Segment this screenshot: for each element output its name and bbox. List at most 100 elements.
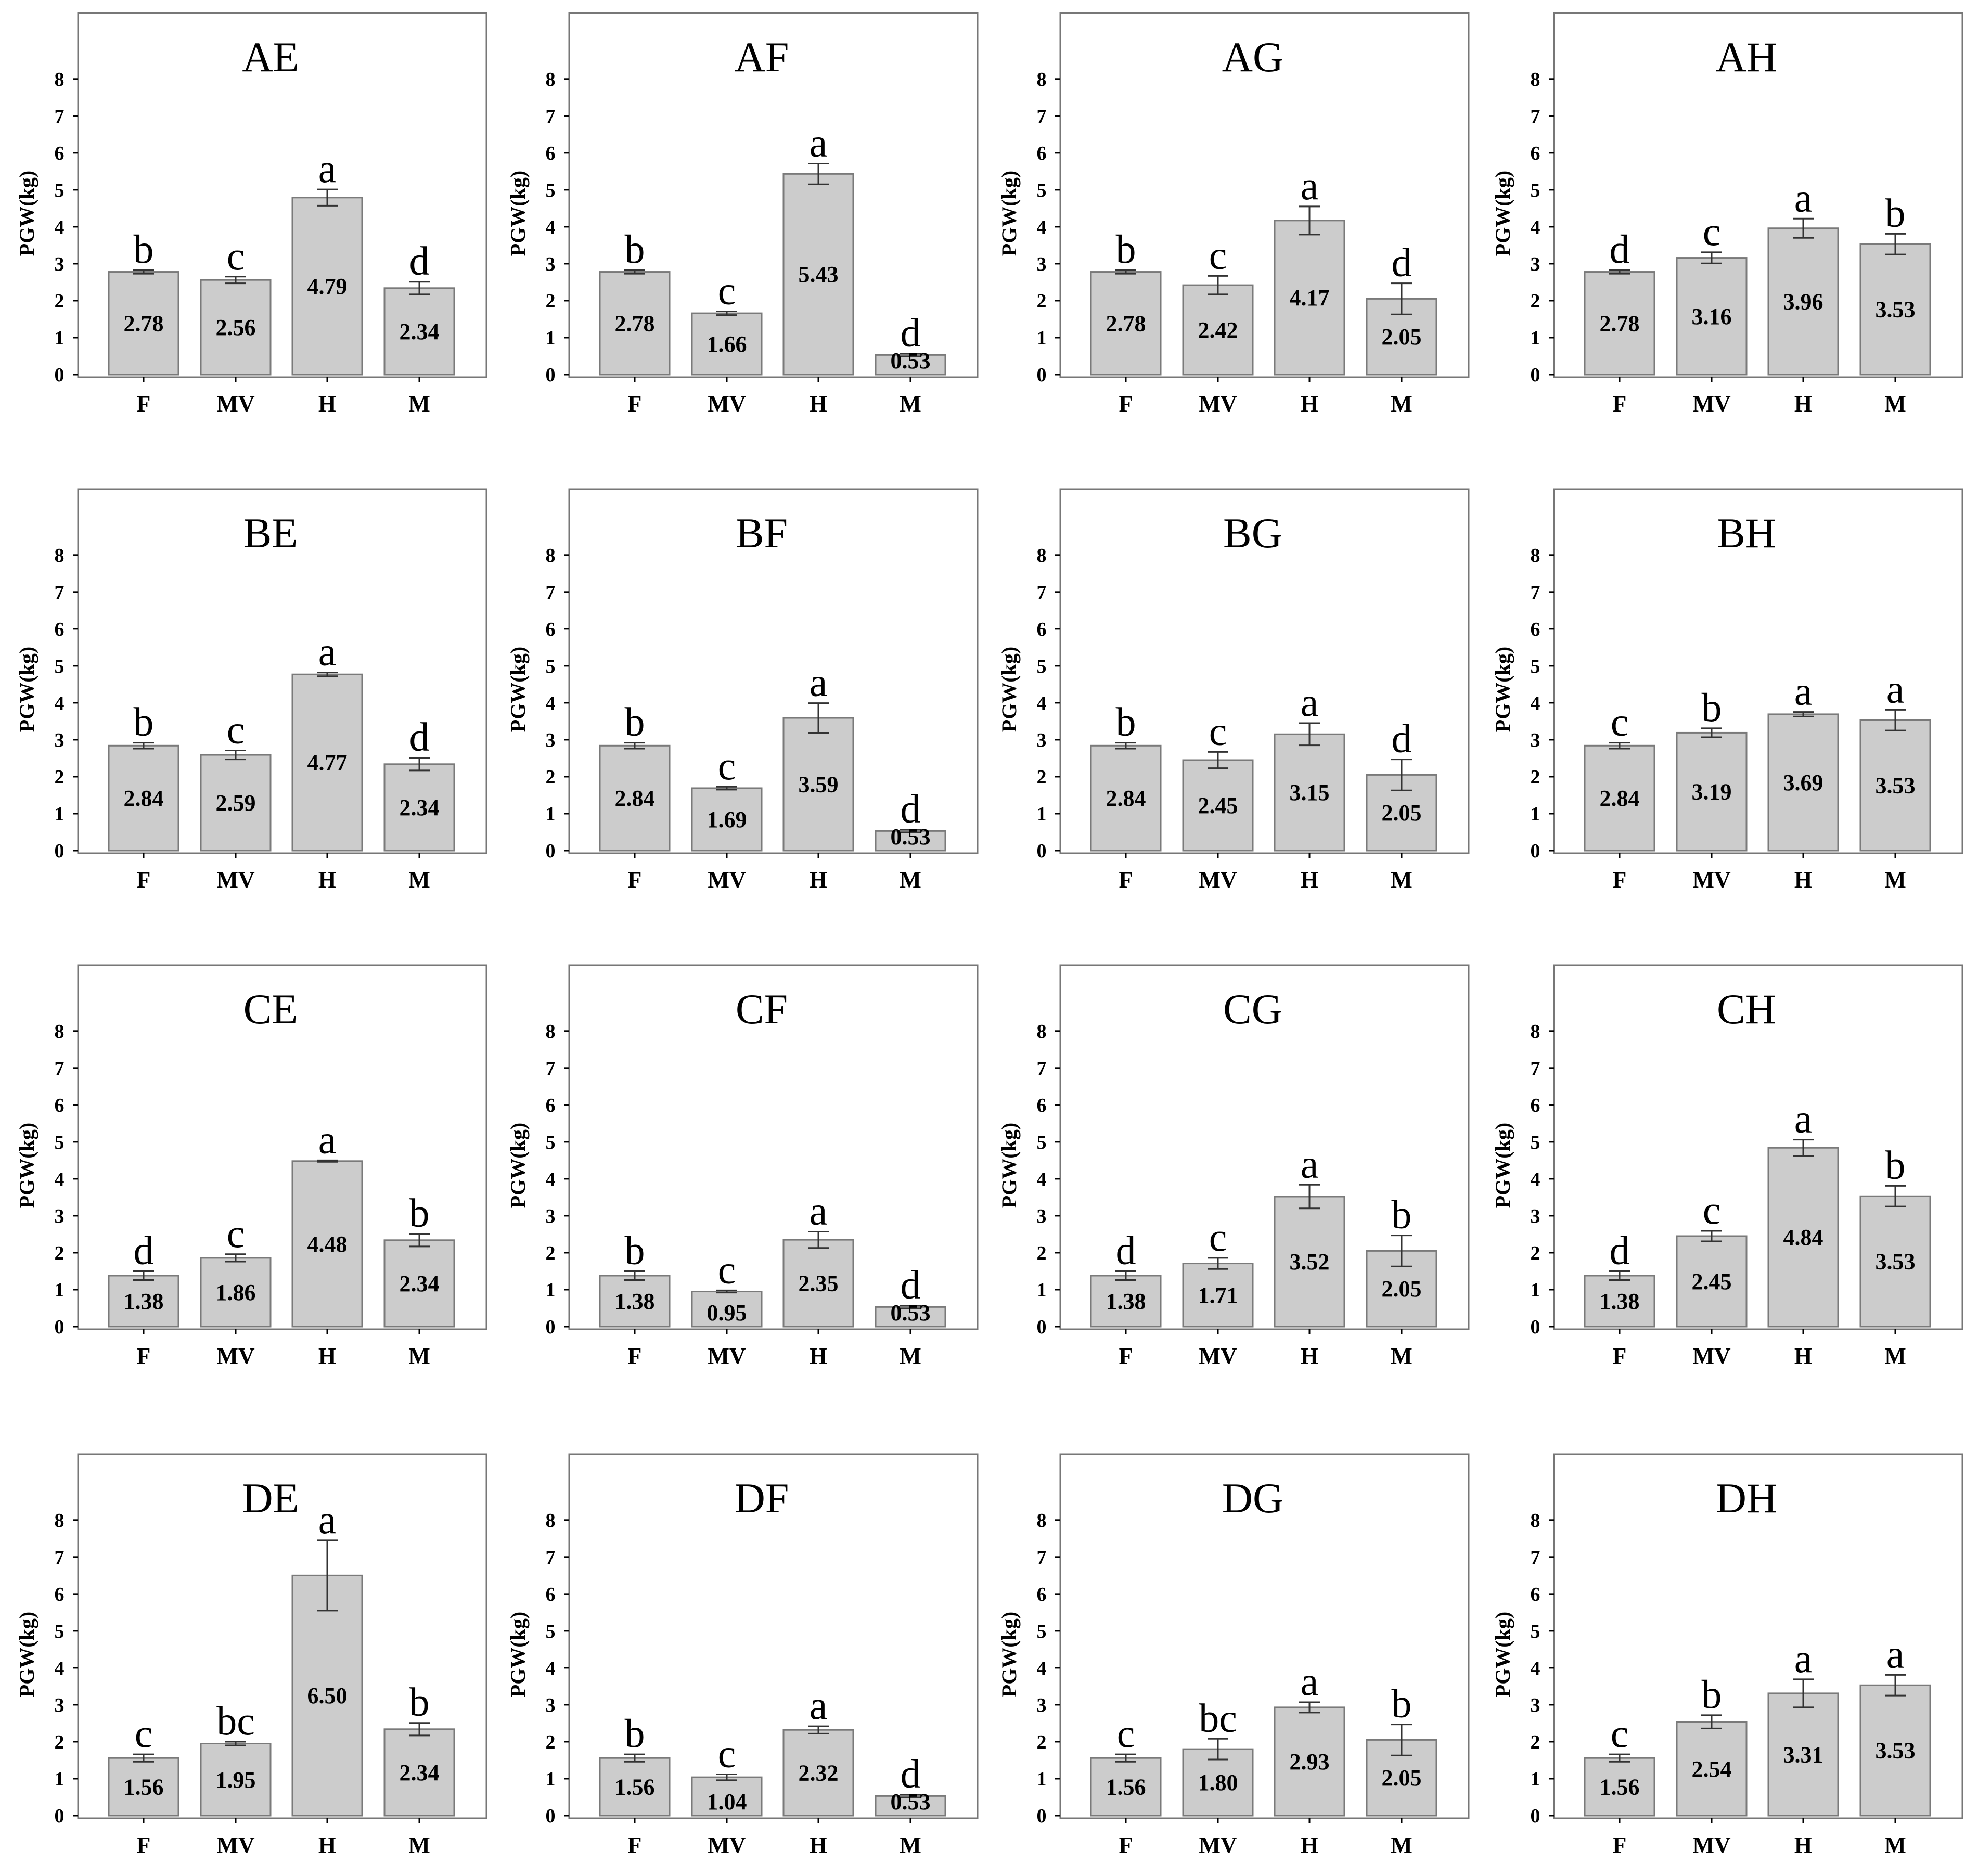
data-label: 2.34	[400, 319, 440, 344]
y-axis-label: PGW(kg)	[1491, 1123, 1514, 1208]
y-tick-label: 8	[546, 1510, 556, 1532]
y-tick-label: 5	[546, 1132, 556, 1153]
x-tick-label: F	[628, 1343, 642, 1369]
data-label: 3.31	[1783, 1742, 1823, 1767]
x-tick-label: H	[318, 867, 336, 893]
y-tick-label: 1	[1037, 1768, 1047, 1790]
y-tick-label: 3	[1037, 1205, 1047, 1227]
bar	[1090, 1275, 1162, 1328]
y-tick-label: 4	[546, 216, 556, 238]
y-tick-label: 1	[1037, 1279, 1047, 1301]
chart-panel-ah: AH 0 1 2 3 4 5 6 7 8 PGW(kg) 2.78 d F 3.16 c MV 3.96 a H 3.5…	[1491, 12, 1963, 417]
chart-panel-af: AF 0 1 2 3 4 5 6 7 8 PGW(kg) 2.78 b F 1.66 c MV 5.43 a H 0.5…	[506, 12, 979, 417]
data-label: 3.59	[799, 772, 839, 798]
y-tick-label: 6	[1531, 1095, 1540, 1116]
significance-letter: b	[134, 226, 154, 272]
bar	[1584, 1275, 1655, 1328]
data-label: 2.78	[124, 311, 164, 336]
data-label: 4.79	[307, 274, 348, 299]
x-tick-label: M	[1391, 1832, 1412, 1858]
bar	[782, 173, 854, 376]
x-tick-label: M	[900, 867, 921, 893]
x-tick-label: MV	[1692, 867, 1731, 893]
bar	[1182, 284, 1254, 376]
y-tick-label: 2	[55, 290, 65, 312]
significance-letter: c	[718, 743, 736, 788]
bar	[1274, 220, 1345, 376]
x-tick-label: MV	[1199, 391, 1237, 417]
data-label: 3.53	[1876, 1738, 1916, 1764]
y-axis-label: PGW(kg)	[1491, 647, 1514, 732]
y-tick-label: 6	[55, 143, 65, 164]
y-tick-label: 0	[55, 364, 65, 386]
significance-letter: c	[1611, 699, 1629, 744]
y-tick-label: 5	[55, 179, 65, 201]
x-tick-label: H	[810, 867, 827, 893]
chart-title: CE	[243, 985, 298, 1033]
significance-letter: c	[227, 233, 245, 278]
chart-title: CG	[1223, 985, 1282, 1033]
bar	[383, 1239, 455, 1328]
x-tick-label: F	[137, 1832, 151, 1858]
bar	[1767, 713, 1839, 852]
y-tick-label: 2	[1531, 1731, 1540, 1753]
chart-title: AE	[242, 33, 299, 81]
y-tick-label: 3	[1531, 1205, 1540, 1227]
y-tick-label: 0	[55, 840, 65, 862]
y-tick-label: 8	[1037, 1510, 1047, 1532]
bar	[1767, 1147, 1839, 1328]
x-tick-label: MV	[708, 1832, 746, 1858]
y-tick-label: 4	[1037, 1657, 1047, 1679]
y-tick-label: 2	[55, 1731, 65, 1753]
significance-letter: a	[1301, 1659, 1319, 1704]
x-tick-label: F	[1119, 867, 1133, 893]
significance-letter: b	[1116, 226, 1136, 272]
y-tick-label: 0	[546, 1316, 556, 1338]
bar	[291, 1160, 363, 1328]
x-tick-label: H	[1794, 1832, 1812, 1858]
bar	[1859, 719, 1931, 852]
y-tick-label: 4	[55, 1657, 65, 1679]
significance-letter: a	[1794, 1636, 1813, 1681]
data-label: 2.32	[799, 1761, 839, 1786]
chart-title: AH	[1716, 33, 1777, 81]
y-axis-label: PGW(kg)	[15, 171, 38, 256]
significance-letter: b	[1702, 1672, 1722, 1717]
x-tick-label: MV	[216, 1343, 255, 1369]
y-tick-label: 3	[1531, 253, 1540, 275]
chart-panel-bg: BG 0 1 2 3 4 5 6 7 8 PGW(kg) 2.84 b F 2.45 c MV 3.15 a H 2.0…	[997, 488, 1470, 893]
x-tick-label: MV	[1692, 1832, 1731, 1858]
data-label: 1.56	[1600, 1775, 1640, 1800]
y-tick-label: 4	[1531, 216, 1540, 238]
y-tick-label: 6	[55, 1095, 65, 1116]
y-tick-label: 8	[55, 1510, 65, 1532]
bar	[875, 1795, 946, 1817]
significance-letter: b	[625, 1227, 645, 1273]
y-tick-label: 1	[55, 1279, 65, 1301]
y-tick-label: 1	[546, 1279, 556, 1301]
x-tick-label: MV	[1692, 391, 1731, 417]
y-tick-label: 2	[55, 1242, 65, 1264]
y-tick-label: 1	[55, 327, 65, 349]
bar	[291, 1574, 363, 1817]
significance-letter: c	[1703, 209, 1721, 254]
bar	[1676, 1235, 1748, 1328]
significance-letter: c	[718, 268, 736, 313]
y-tick-label: 7	[546, 1547, 556, 1569]
y-tick-label: 8	[1531, 545, 1540, 567]
y-tick-label: 2	[1531, 1242, 1540, 1264]
x-tick-label: MV	[708, 867, 746, 893]
data-label: 2.84	[615, 786, 655, 811]
data-label: 3.69	[1783, 770, 1823, 795]
data-label: 4.48	[307, 1231, 348, 1257]
x-tick-label: MV	[216, 391, 255, 417]
y-tick-label: 5	[546, 656, 556, 677]
data-label: 4.17	[1290, 285, 1330, 311]
bar	[1676, 731, 1748, 852]
y-tick-label: 6	[546, 143, 556, 164]
chart-title: CH	[1717, 985, 1776, 1033]
y-tick-label: 5	[55, 1621, 65, 1642]
y-tick-label: 6	[546, 1584, 556, 1605]
y-tick-label: 3	[546, 1205, 556, 1227]
data-label: 2.34	[400, 1760, 440, 1785]
